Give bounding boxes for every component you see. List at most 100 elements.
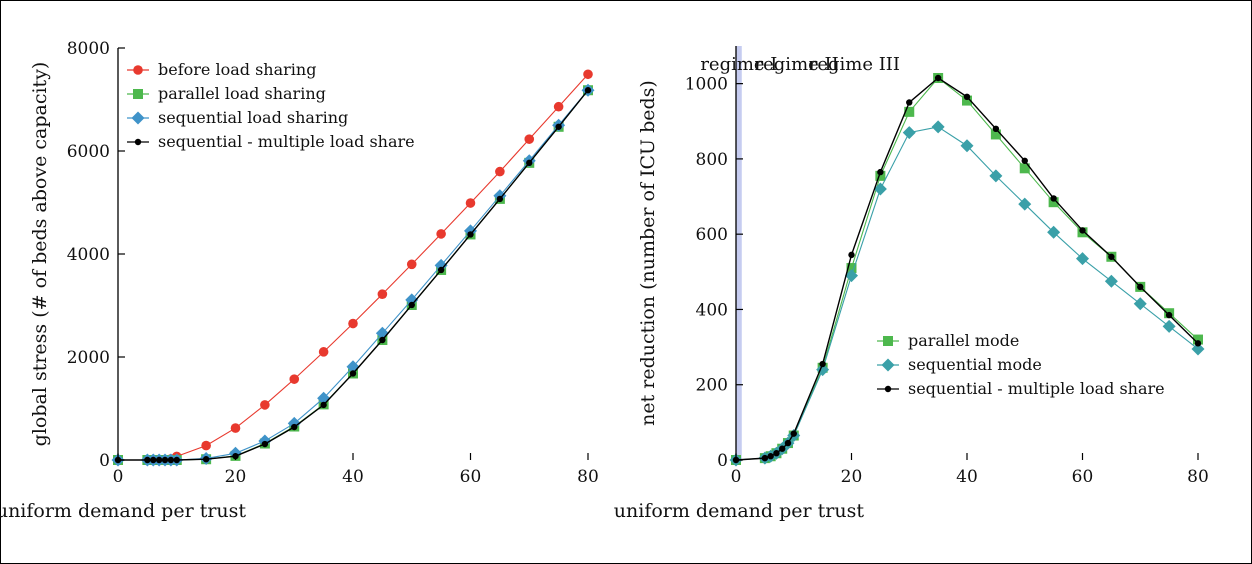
data-point: [261, 440, 269, 448]
data-point: [960, 139, 974, 153]
data-point: [1050, 195, 1057, 202]
data-point: [437, 266, 445, 274]
data-point: [406, 259, 417, 270]
data-point: [790, 430, 797, 437]
data-point: [201, 440, 211, 451]
regime-label: regime I: [700, 54, 777, 75]
legend-label: sequential - multiple load share: [908, 379, 1165, 398]
data-point: [1018, 197, 1032, 211]
data-point: [1165, 311, 1173, 319]
y-tick-label: 6000: [67, 142, 110, 162]
data-point: [1021, 157, 1028, 164]
data-point: [1191, 342, 1205, 356]
y-tick-label: 1000: [685, 75, 728, 95]
series-line: [735, 77, 1199, 461]
y-tick-label: 8000: [67, 39, 110, 59]
x-tick-label: 20: [225, 467, 247, 487]
y-tick-label: 0: [99, 451, 110, 471]
data-point: [990, 129, 1001, 140]
data-point: [1019, 163, 1030, 174]
legend-marker: [884, 385, 892, 393]
data-point: [1048, 197, 1059, 208]
data-point: [902, 126, 916, 140]
regime-label: regime II: [755, 54, 839, 75]
data-point: [287, 416, 301, 430]
data-point: [963, 93, 971, 101]
data-point: [1193, 334, 1203, 345]
data-point: [464, 224, 477, 238]
data-point: [377, 289, 388, 299]
data-point: [846, 263, 857, 274]
legend-label: sequential load sharing: [158, 108, 348, 127]
y-tick-label: 0: [717, 451, 728, 471]
y-tick-label: 600: [696, 225, 728, 245]
data-point: [773, 450, 780, 457]
y-axis-label: global stress (# of beds above capacity): [29, 62, 51, 447]
data-point: [819, 360, 826, 368]
data-point: [150, 456, 157, 464]
data-point: [962, 95, 972, 106]
data-point: [161, 456, 169, 464]
data-point: [1108, 253, 1115, 260]
legend: parallel mode sequential mode sequential -…: [877, 331, 1165, 398]
legend-label: before load sharing: [158, 60, 316, 79]
data-point: [1133, 297, 1147, 311]
data-point: [467, 231, 474, 238]
y-tick-label: 400: [696, 300, 728, 320]
y-axis-label: net reduction (number of ICU beds): [637, 80, 659, 426]
legend-marker: [883, 336, 893, 346]
data-point: [496, 195, 504, 203]
data-point: [495, 166, 505, 177]
legend-marker: [881, 358, 895, 372]
data-point: [845, 269, 858, 283]
x-tick-label: 40: [956, 467, 978, 487]
legend-label: sequential mode: [908, 355, 1042, 374]
data-point: [379, 336, 386, 344]
data-point: [555, 123, 562, 130]
legend-label: parallel mode: [908, 331, 1019, 350]
series-line: [735, 77, 1199, 461]
y-tick-label: 800: [696, 150, 728, 170]
data-point: [526, 159, 533, 167]
data-point: [934, 74, 942, 82]
data-point: [291, 423, 298, 431]
data-point: [1104, 274, 1118, 288]
data-point: [553, 101, 564, 112]
x-tick-label: 20: [841, 467, 863, 487]
x-tick-label: 80: [1187, 467, 1209, 487]
data-point: [873, 182, 887, 196]
y-tick-label: 2000: [67, 348, 110, 368]
data-point: [1137, 283, 1144, 291]
data-point: [931, 120, 945, 134]
x-tick-label: 0: [731, 467, 742, 487]
legend-marker: [133, 89, 143, 99]
legend: before load sharing parallel load sharing…: [127, 60, 415, 151]
data-point: [348, 318, 358, 329]
legend-marker: [134, 138, 142, 146]
x-tick-label: 80: [577, 467, 599, 487]
data-point: [465, 198, 476, 208]
data-point: [1079, 227, 1086, 234]
data-point: [230, 423, 241, 433]
x-tick-label: 40: [342, 467, 364, 487]
data-point: [767, 453, 774, 460]
x-tick-label: 0: [113, 467, 124, 487]
data-point: [1047, 225, 1061, 239]
legend-label: sequential - multiple load share: [158, 132, 415, 151]
data-point: [436, 229, 446, 239]
data-point: [906, 99, 913, 106]
data-point: [349, 370, 357, 377]
data-point: [875, 170, 886, 181]
regime-band: [736, 46, 742, 460]
data-point: [877, 168, 884, 176]
data-point: [405, 293, 419, 307]
left-chart: 0 20 40 60 80 0 2000 4000 6000 8000 uniform demand…: [0, 39, 599, 522]
data-point: [583, 69, 593, 80]
data-point: [761, 454, 769, 462]
data-point: [289, 374, 300, 384]
data-point: [318, 347, 329, 357]
data-point: [155, 456, 163, 464]
